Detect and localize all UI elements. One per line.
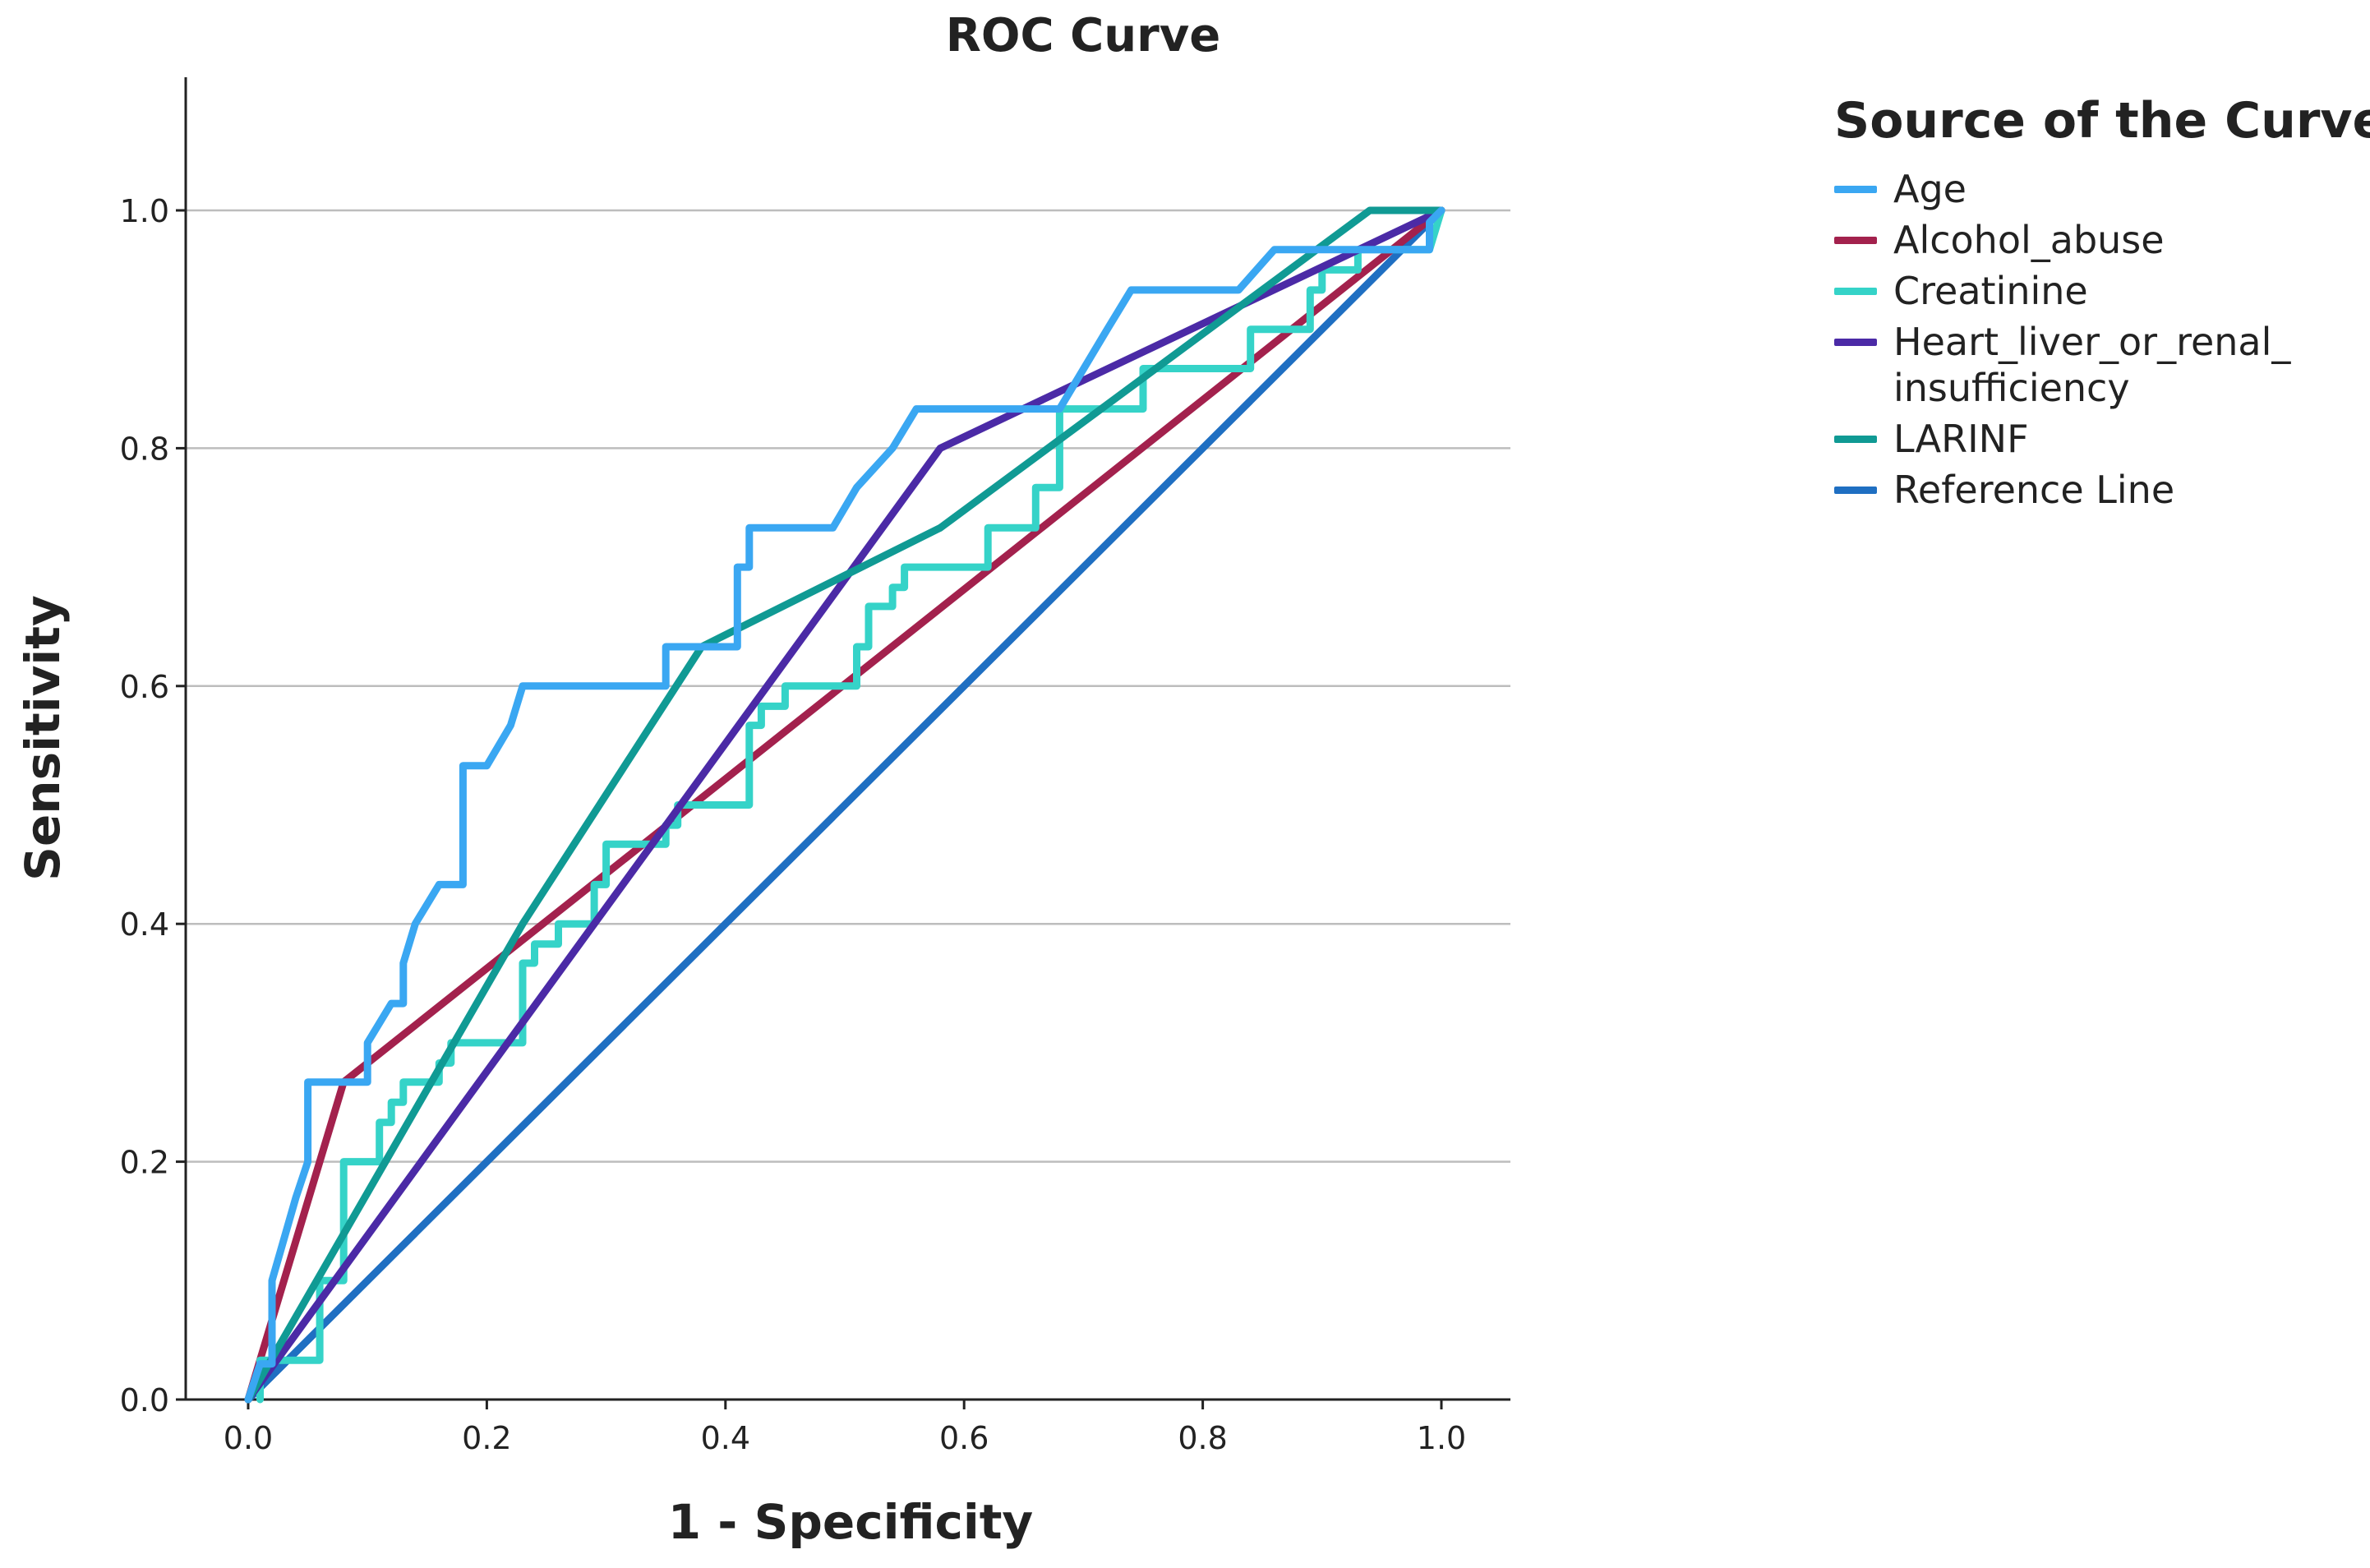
series-line-heart-liver-or-renal-insufficiency	[244, 206, 1446, 1404]
series-lines	[244, 206, 1446, 1404]
y-tick-label: 0.6	[120, 669, 169, 705]
legend-item-age: Age	[1834, 166, 2360, 212]
legend-swatch	[1834, 288, 1877, 295]
series-line-larinf	[244, 206, 1446, 1404]
legend-item-alcohol-abuse: Alcohol_abuse	[1834, 217, 2360, 263]
y-tick-label: 0.8	[120, 431, 169, 467]
y-ticks: 0.0 0.2 0.4 0.6 0.8 1.0	[120, 193, 186, 1418]
legend-label: LARINF	[1893, 417, 2029, 461]
legend: Source of the Curve Age Alcohol_abuse Crea…	[1834, 92, 2370, 518]
legend-label: Age	[1893, 167, 1967, 211]
legend-item-reference-line: Reference Line	[1834, 467, 2360, 513]
y-tick-label: 0.2	[120, 1145, 169, 1181]
x-tick-label: 0.4	[701, 1420, 750, 1456]
x-tick-label: 0.2	[462, 1420, 511, 1456]
y-tick-label: 0.0	[120, 1382, 169, 1418]
y-tick-label: 1.0	[120, 193, 169, 229]
chart-title: ROC Curve	[946, 9, 1220, 62]
legend-swatch	[1834, 237, 1877, 244]
legend-items: Age Alcohol_abuse Creatinine Heart_liver_or…	[1834, 166, 2360, 513]
legend-item-larinf: LARINF	[1834, 416, 2360, 462]
legend-item-heart-liver-or-renal-insufficiency: Heart_liver_or_renal_ insufficiency	[1834, 319, 2360, 411]
x-tick-label: 0.0	[224, 1420, 273, 1456]
x-tick-label: 0.6	[939, 1420, 989, 1456]
legend-item-creatinine: Creatinine	[1834, 268, 2360, 314]
y-tick-label: 0.4	[120, 906, 169, 943]
legend-title: Source of the Curve	[1834, 92, 2370, 150]
x-axis-label: 1 - Specificity	[668, 1494, 1034, 1550]
x-ticks: 0.0 0.2 0.4 0.6 0.8 1.0	[224, 1400, 1466, 1456]
legend-label: Alcohol_abuse	[1893, 218, 2165, 262]
legend-label: Heart_liver_or_renal_ insufficiency	[1893, 320, 2291, 410]
axes	[184, 77, 1510, 1401]
x-tick-label: 0.8	[1178, 1420, 1227, 1456]
legend-swatch	[1834, 487, 1877, 494]
legend-label: Reference Line	[1893, 468, 2175, 512]
legend-swatch	[1834, 339, 1877, 346]
y-axis-label: Sensitivity	[15, 595, 71, 881]
series-line-reference-line	[244, 206, 1446, 1404]
legend-swatch	[1834, 436, 1877, 443]
legend-swatch	[1834, 186, 1877, 193]
x-tick-label: 1.0	[1417, 1420, 1466, 1456]
series-line-age	[244, 206, 1446, 1404]
legend-label: Creatinine	[1893, 269, 2088, 313]
